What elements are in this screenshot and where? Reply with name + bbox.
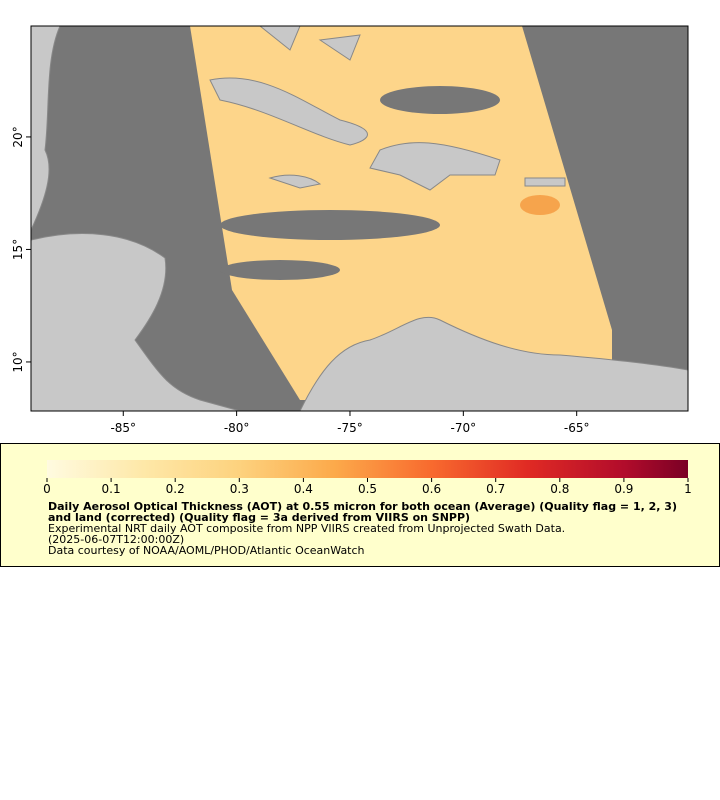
land-central-america [31, 26, 241, 411]
colorbar-tick-label: 0 [43, 482, 51, 496]
y-tick-label: 15° [11, 239, 25, 260]
colorbar-tick-label: 0.6 [422, 482, 441, 496]
colorbar-tick-label: 0.7 [486, 482, 505, 496]
legend-title: Daily Aerosol Optical Thickness (AOT) at… [48, 500, 677, 524]
colorbar [47, 460, 688, 478]
legend-subtitle: Experimental NRT daily AOT composite fro… [48, 522, 566, 535]
land-south-america [299, 316, 688, 411]
colorbar-tick-label: 0.9 [614, 482, 633, 496]
legend-credit: Data courtesy of NOAA/AOML/PHOD/Atlantic… [48, 544, 365, 557]
x-tick-label: -70° [451, 421, 477, 435]
no-data-gap [220, 260, 340, 280]
x-tick-label: -80° [224, 421, 250, 435]
land-jamaica [268, 174, 322, 189]
y-tick-label: 20° [11, 126, 25, 147]
land-puerto-rico [524, 177, 566, 187]
colorbar-tick-label: 0.2 [166, 482, 185, 496]
aot-high [520, 195, 560, 215]
x-tick-label: -85° [110, 421, 136, 435]
colorbar-tick-label: 1 [684, 482, 692, 496]
x-tick-label: -65° [564, 421, 590, 435]
colorbar-tick-label: 0.4 [294, 482, 313, 496]
land-cuba [209, 77, 368, 146]
colorbar-tick-label: 0.5 [358, 482, 377, 496]
legend-time: (2025-06-07T12:00:00Z) [48, 533, 185, 546]
colorbar-tick-label: 0.1 [102, 482, 121, 496]
colorbar-tick-label: 0.3 [230, 482, 249, 496]
no-data-gap [220, 210, 440, 240]
land-hispaniola [369, 142, 501, 191]
y-tick-label: 10° [11, 351, 25, 372]
map-area [31, 26, 688, 411]
map-frame [30, 25, 689, 412]
land-yucatan [31, 26, 61, 231]
colorbar-tick-label: 0.8 [550, 482, 569, 496]
land-bahamas [259, 26, 361, 61]
no-data-gap [380, 86, 500, 114]
x-tick-label: -75° [337, 421, 363, 435]
